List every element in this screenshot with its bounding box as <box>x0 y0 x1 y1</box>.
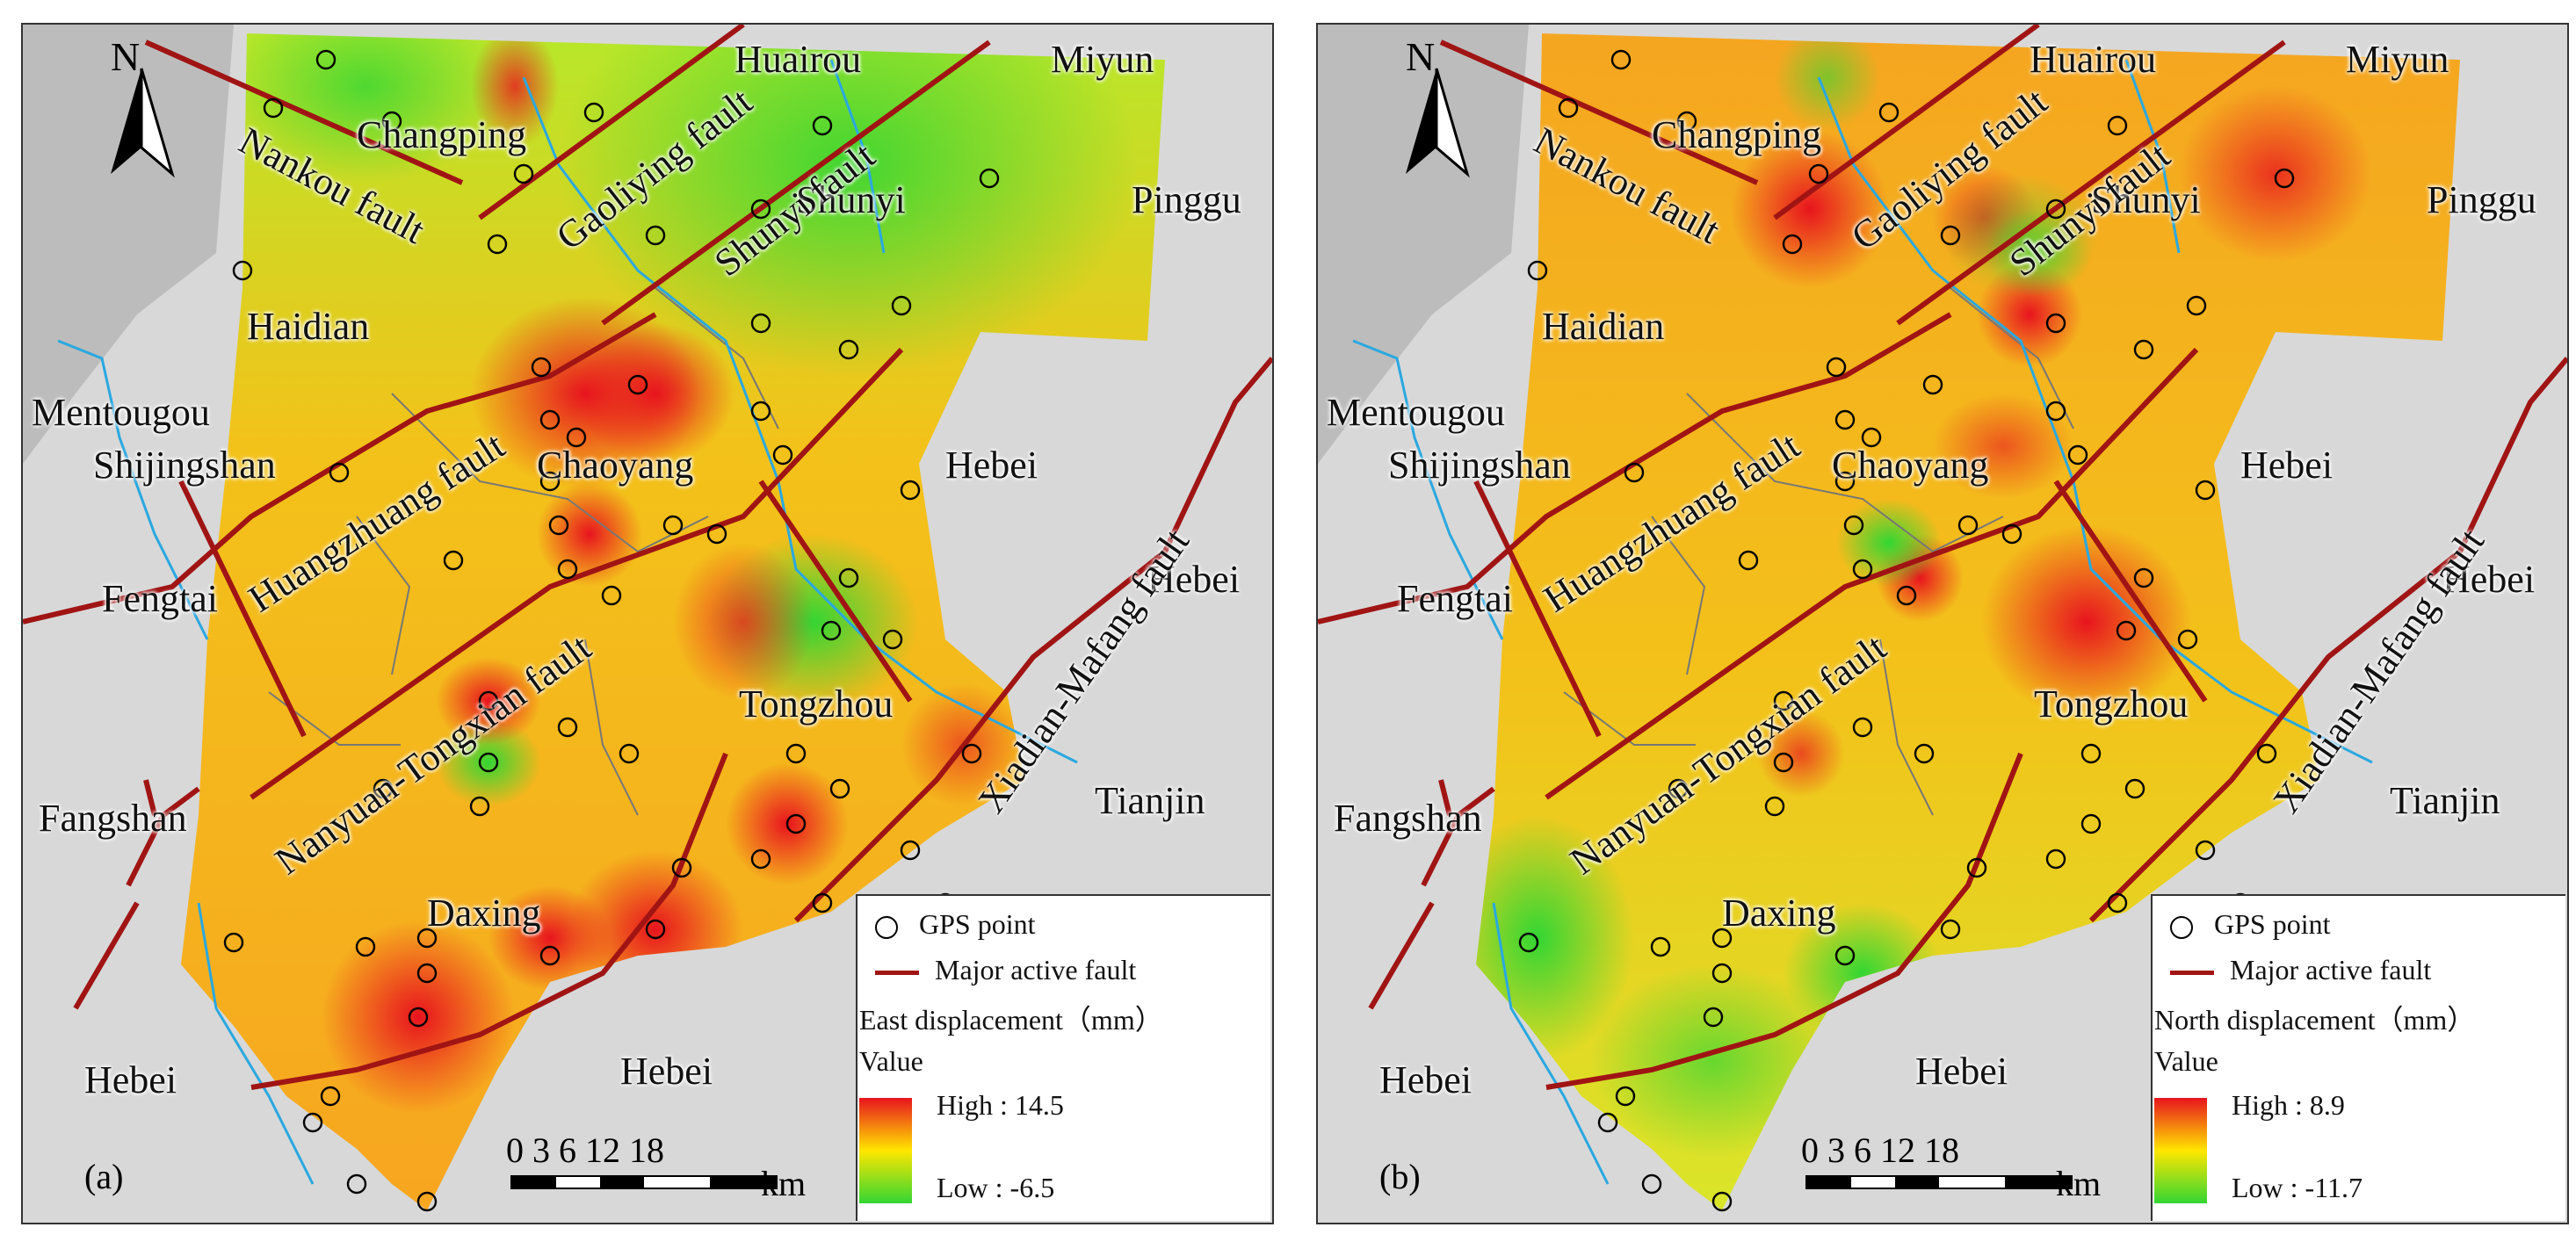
gps-points <box>1518 49 2295 1212</box>
scale-unit: km <box>2056 1164 2102 1203</box>
place-hebei-right: Hebei <box>2442 558 2536 601</box>
place-fengtai: Fengtai <box>102 577 218 620</box>
place-fengtai: Fengtai <box>1397 577 1513 620</box>
legend-field: North displacement（mm） <box>2154 1004 2476 1036</box>
north-arrow-icon <box>1406 68 1470 178</box>
scale-unit: km <box>761 1164 807 1203</box>
place-fangshan: Fangshan <box>39 797 187 840</box>
place-mentougou: Mentougou <box>1327 391 1505 434</box>
place-pinggu: Pinggu <box>2427 178 2536 221</box>
place-daxing: Daxing <box>427 892 541 935</box>
legend-fault: Major active fault <box>935 954 1137 985</box>
displacement-map <box>23 25 1272 1223</box>
legend-gps: GPS point <box>2214 908 2331 940</box>
scale-bar <box>1805 1175 2073 1189</box>
map-panel-north: N Changping Huairou Miyun Shunyi Pinggu … <box>1316 23 2569 1224</box>
legend-low: Low : -6.5 <box>937 1172 1055 1203</box>
gps-points <box>223 49 1000 1212</box>
place-chaoyang: Chaoyang <box>537 444 694 487</box>
place-tianjin: Tianjin <box>1095 779 1205 822</box>
place-huairou: Huairou <box>2030 38 2157 81</box>
legend: GPS point Major active fault North displ… <box>2151 894 2565 1221</box>
legend-high: High : 14.5 <box>937 1089 1064 1121</box>
panel-label: (b) <box>1379 1157 1421 1196</box>
place-tianjin: Tianjin <box>2390 779 2500 822</box>
place-tongzhou: Tongzhou <box>2034 682 2189 726</box>
place-miyun: Miyun <box>1051 38 1154 81</box>
place-huairou: Huairou <box>734 38 862 81</box>
legend-low: Low : -11.7 <box>2232 1172 2363 1203</box>
panel-label: (a) <box>84 1157 124 1196</box>
north-arrow-icon <box>111 68 175 178</box>
scale-numbers: 0 3 6 12 18 <box>1801 1130 1959 1170</box>
place-hebei-east: Hebei <box>2240 444 2334 487</box>
place-hebei-east: Hebei <box>945 444 1038 487</box>
displacement-map <box>1318 25 2567 1223</box>
place-hebei-s: Hebei <box>620 1050 713 1093</box>
scale-bar <box>510 1175 778 1189</box>
legend-value: Value <box>2154 1045 2218 1077</box>
place-tongzhou: Tongzhou <box>739 682 894 726</box>
place-changping: Changping <box>357 113 527 156</box>
color-ramp <box>2154 1098 2207 1203</box>
place-miyun: Miyun <box>2346 38 2449 81</box>
scale-numbers: 0 3 6 12 18 <box>506 1130 664 1170</box>
legend-field: East displacement（mm） <box>859 1004 1163 1036</box>
map-panel-east: N Changping Huairou Miyun Shunyi Pinggu … <box>21 23 1274 1224</box>
legend: GPS point Major active fault East displa… <box>856 894 1270 1221</box>
place-hebei-right: Hebei <box>1147 558 1241 601</box>
place-mentougou: Mentougou <box>32 391 210 434</box>
north-label: N <box>111 34 141 79</box>
place-haidian: Haidian <box>247 305 370 348</box>
legend-gps: GPS point <box>919 908 1036 940</box>
place-pinggu: Pinggu <box>1132 178 1241 221</box>
place-changping: Changping <box>1652 113 1822 156</box>
legend-high: High : 8.9 <box>2232 1089 2345 1121</box>
fault-line-icon <box>875 971 919 976</box>
fault-line-icon <box>2170 971 2214 976</box>
place-fangshan: Fangshan <box>1334 797 1482 840</box>
place-haidian: Haidian <box>1542 305 1665 348</box>
place-chaoyang: Chaoyang <box>1832 444 1989 487</box>
gps-point-icon <box>875 915 898 939</box>
place-shunyi: Shunyi <box>796 178 906 221</box>
legend-value: Value <box>859 1045 923 1077</box>
place-shunyi: Shunyi <box>2091 178 2201 221</box>
north-label: N <box>1406 34 1436 79</box>
place-hebei-s: Hebei <box>1915 1050 2008 1093</box>
place-shijingshan: Shijingshan <box>93 444 276 487</box>
gps-point-icon <box>2170 915 2193 939</box>
color-ramp <box>859 1098 912 1203</box>
place-hebei-sw: Hebei <box>1379 1058 1473 1101</box>
place-hebei-sw: Hebei <box>84 1058 177 1101</box>
place-daxing: Daxing <box>1722 892 1836 935</box>
place-shijingshan: Shijingshan <box>1388 444 1571 487</box>
legend-fault: Major active fault <box>2230 954 2432 985</box>
